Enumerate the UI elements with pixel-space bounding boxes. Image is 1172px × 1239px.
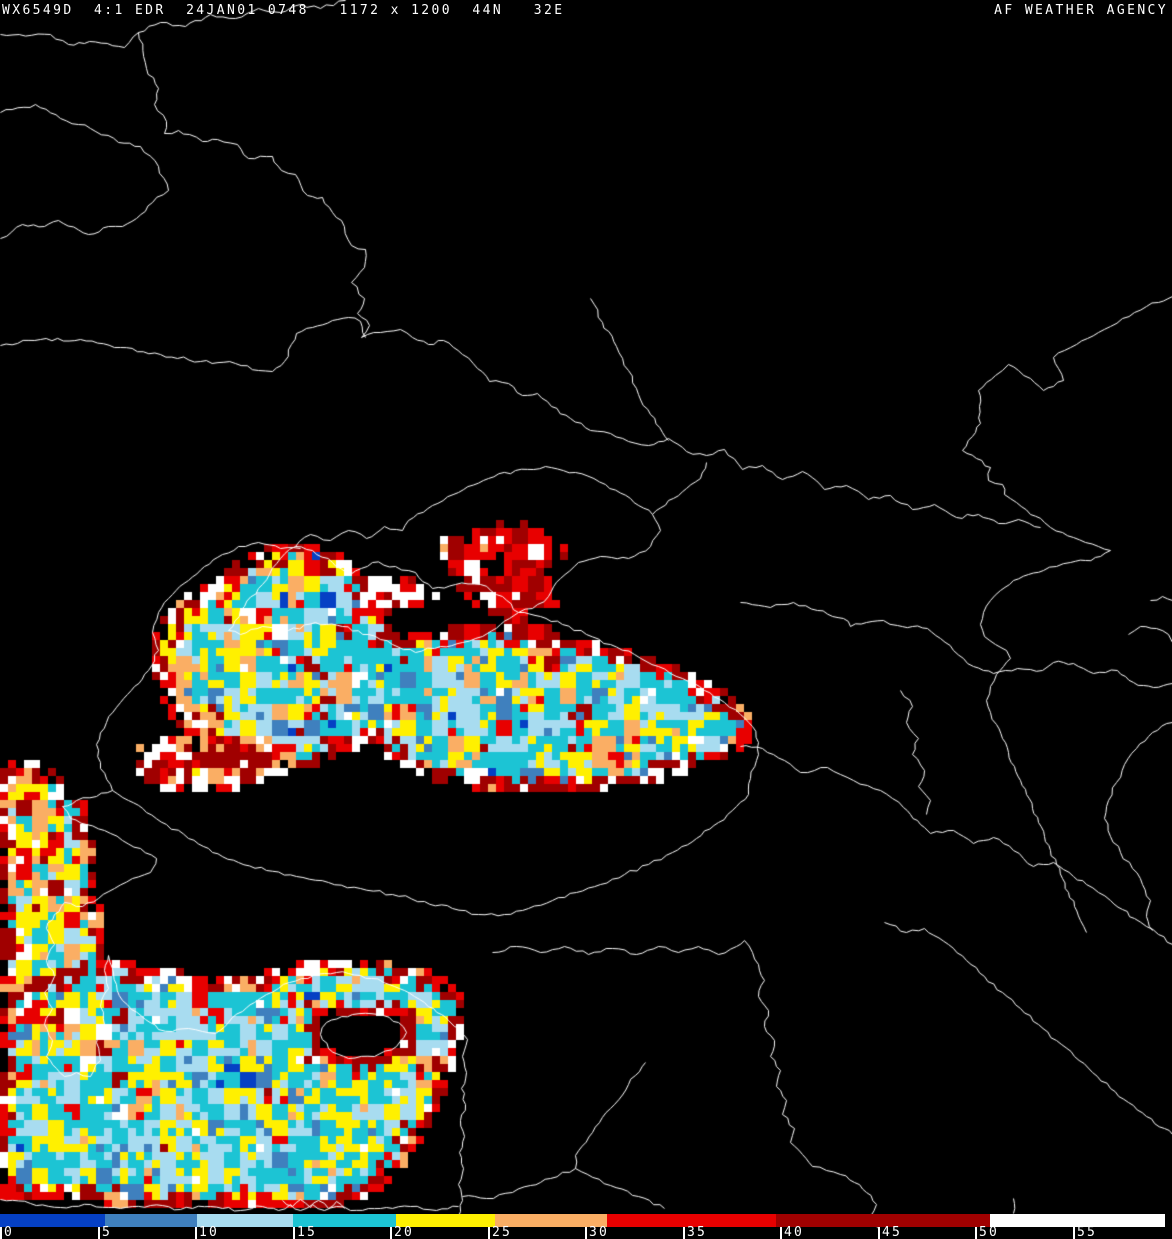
colorbar-segment-orange (495, 1214, 607, 1227)
header-agency-label: AF WEATHER AGENCY (994, 3, 1168, 18)
colorbar-tick (0, 1227, 2, 1239)
colorbar-segment-cyan (293, 1214, 396, 1227)
colorbar-ticks: 0 5 10 15 20 25 30 35 40 45 50 55 (0, 1225, 1172, 1239)
colorbar-tick (488, 1227, 490, 1239)
colorbar-tick-label: 55 (1077, 1225, 1098, 1239)
colorbar (0, 1214, 1172, 1227)
colorbar-segment-white (990, 1214, 1165, 1227)
colorbar-segment-red (607, 1214, 776, 1227)
colorbar-tick-label: 40 (784, 1225, 805, 1239)
colorbar-tick (975, 1227, 977, 1239)
colorbar-tick (585, 1227, 587, 1239)
colorbar-tick-label: 0 (4, 1225, 15, 1239)
colorbar-segment-yellow (396, 1214, 495, 1227)
colorbar-tick-label: 35 (687, 1225, 708, 1239)
colorbar-tick (195, 1227, 197, 1239)
colorbar-tick-label: 45 (882, 1225, 903, 1239)
colorbar-segment-darkred (776, 1214, 990, 1227)
colorbar-tick-label: 25 (492, 1225, 513, 1239)
colorbar-tick (1073, 1227, 1075, 1239)
colorbar-tick-label: 50 (979, 1225, 1000, 1239)
colorbar-tick (293, 1227, 295, 1239)
colorbar-tick-label: 20 (394, 1225, 415, 1239)
colorbar-tick-label: 15 (297, 1225, 318, 1239)
colorbar-segment-light (197, 1214, 293, 1227)
colorbar-tick-label: 30 (589, 1225, 610, 1239)
colorbar-tick (878, 1227, 880, 1239)
colorbar-tick-label: 10 (199, 1225, 220, 1239)
colorbar-tick (683, 1227, 685, 1239)
colorbar-tick (98, 1227, 100, 1239)
colorbar-tick (390, 1227, 392, 1239)
colorbar-segment-navy (0, 1214, 105, 1227)
colorbar-tick (780, 1227, 782, 1239)
colorbar-tick-label: 5 (102, 1225, 113, 1239)
colorbar-segment-steel (105, 1214, 197, 1227)
header-product-info: WX6549D 4:1 EDR 24JAN01 0748 1172 x 1200… (2, 3, 565, 18)
